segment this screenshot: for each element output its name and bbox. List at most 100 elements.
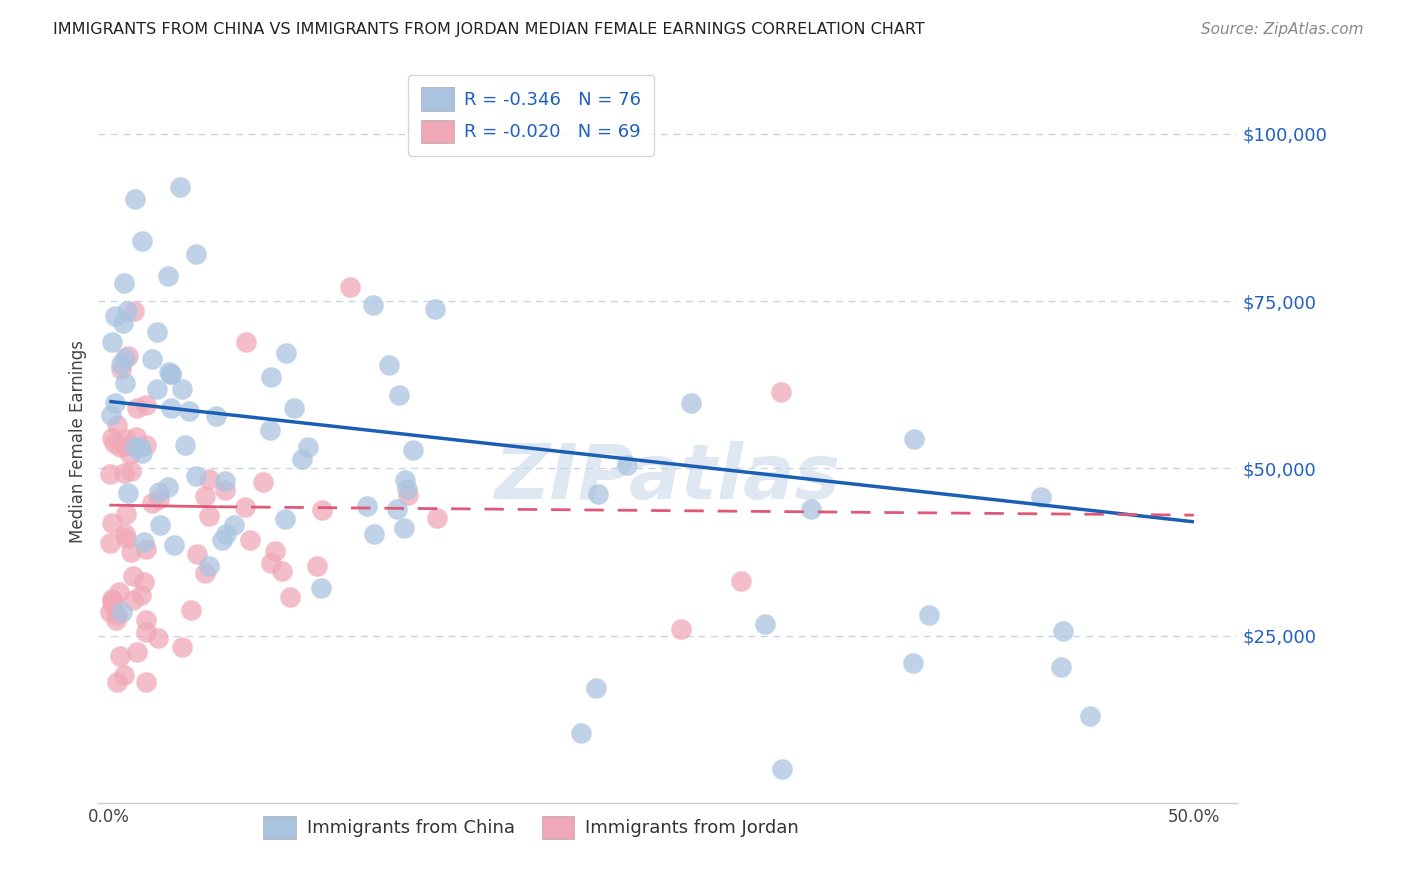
- Point: [101, 516, 124, 531]
- Point: [586, 487, 609, 501]
- Point: [117, 349, 139, 363]
- Point: [394, 473, 416, 487]
- Point: [394, 521, 416, 535]
- Point: [754, 616, 776, 631]
- Point: [1078, 708, 1101, 723]
- Point: [135, 438, 157, 452]
- Point: [117, 304, 139, 318]
- Point: [100, 591, 122, 606]
- Point: [311, 503, 333, 517]
- Point: [114, 531, 136, 545]
- Point: [198, 508, 221, 523]
- Point: [117, 485, 139, 500]
- Point: [148, 491, 170, 506]
- Point: [197, 472, 219, 486]
- Point: [104, 309, 127, 323]
- Point: [112, 276, 135, 290]
- Point: [263, 544, 285, 558]
- Point: [388, 388, 411, 402]
- Point: [114, 508, 136, 522]
- Point: [157, 365, 180, 379]
- Point: [98, 605, 121, 619]
- Point: [800, 502, 823, 516]
- Point: [98, 536, 121, 550]
- Point: [131, 588, 153, 602]
- Point: [233, 500, 256, 515]
- Point: [271, 564, 294, 578]
- Point: [121, 592, 143, 607]
- Point: [363, 527, 385, 541]
- Point: [105, 613, 128, 627]
- Point: [186, 548, 208, 562]
- Y-axis label: Median Female Earnings: Median Female Earnings: [69, 340, 87, 543]
- Point: [112, 438, 135, 452]
- Point: [114, 432, 136, 446]
- Point: [105, 607, 128, 622]
- Point: [770, 762, 793, 776]
- Point: [402, 442, 425, 457]
- Point: [121, 569, 143, 583]
- Point: [146, 325, 169, 339]
- Point: [1050, 660, 1073, 674]
- Point: [104, 396, 127, 410]
- Point: [224, 518, 246, 533]
- Point: [259, 423, 281, 437]
- Point: [283, 401, 305, 415]
- Point: [141, 352, 163, 367]
- Point: [214, 483, 236, 497]
- Legend: Immigrants from China, Immigrants from Jordan: Immigrants from China, Immigrants from J…: [254, 806, 808, 848]
- Point: [769, 385, 792, 400]
- Point: [111, 605, 134, 619]
- Point: [211, 533, 233, 547]
- Point: [105, 675, 128, 690]
- Point: [108, 585, 131, 599]
- Point: [569, 725, 592, 739]
- Point: [141, 496, 163, 510]
- Point: [356, 499, 378, 513]
- Point: [124, 192, 146, 206]
- Point: [305, 559, 328, 574]
- Point: [124, 304, 146, 318]
- Point: [124, 440, 146, 454]
- Point: [108, 440, 131, 454]
- Point: [396, 482, 419, 496]
- Point: [134, 574, 156, 589]
- Point: [184, 469, 207, 483]
- Point: [108, 648, 131, 663]
- Point: [170, 640, 193, 655]
- Point: [134, 398, 156, 412]
- Point: [339, 279, 361, 293]
- Point: [361, 298, 384, 312]
- Point: [159, 367, 181, 381]
- Point: [129, 440, 152, 454]
- Point: [135, 624, 157, 639]
- Point: [274, 511, 297, 525]
- Point: [169, 180, 191, 194]
- Point: [276, 346, 298, 360]
- Point: [681, 395, 703, 409]
- Point: [172, 382, 194, 396]
- Point: [260, 556, 283, 570]
- Text: Source: ZipAtlas.com: Source: ZipAtlas.com: [1201, 22, 1364, 37]
- Point: [378, 359, 401, 373]
- Point: [105, 418, 128, 433]
- Point: [148, 484, 170, 499]
- Point: [100, 467, 122, 482]
- Point: [214, 474, 236, 488]
- Point: [903, 432, 925, 446]
- Point: [124, 430, 146, 444]
- Point: [260, 370, 283, 384]
- Point: [156, 480, 179, 494]
- Point: [180, 603, 202, 617]
- Point: [278, 590, 301, 604]
- Point: [110, 362, 132, 376]
- Point: [297, 441, 319, 455]
- Point: [135, 613, 157, 627]
- Point: [239, 533, 262, 548]
- Point: [1031, 490, 1053, 504]
- Point: [101, 599, 124, 613]
- Point: [131, 446, 153, 460]
- Point: [396, 488, 419, 502]
- Point: [146, 383, 169, 397]
- Point: [194, 489, 217, 503]
